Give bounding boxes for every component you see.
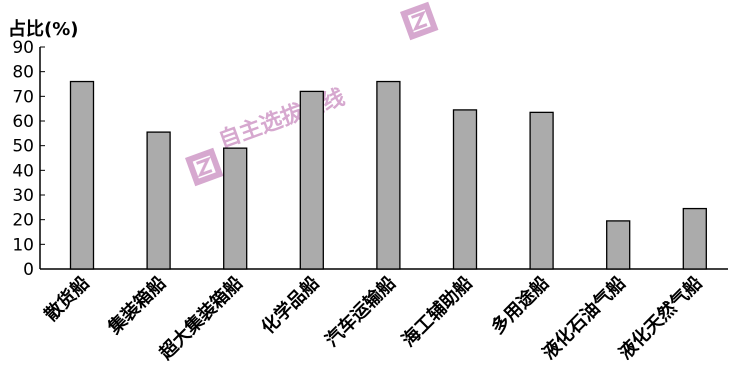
x-category-label: 散货船 [40,272,94,326]
bar-4 [299,90,324,270]
x-category-label: 海工辅助船 [397,272,476,351]
y-tick-label: 10 [12,235,34,255]
x-category-label: 集装箱船 [103,272,170,339]
watermark-text: 自主选拔在线 [215,84,348,154]
x-category-label: 化学品船 [257,272,323,338]
bar-2 [146,131,171,270]
x-category-label: 汽车运输船 [321,272,400,351]
y-tick-label: 0 [23,260,34,280]
y-tick-label: 50 [12,137,34,157]
bar-1 [69,80,95,270]
bar-3 [223,147,248,270]
y-axis-title: 占比(%) [8,18,79,40]
bar-8 [606,220,631,270]
bars-group [69,80,707,270]
y-tick-label: 70 [12,87,34,107]
x-category-label: 超大集装箱船 [155,272,247,364]
y-tick-label: 40 [12,161,34,181]
bar-6 [452,109,478,270]
y-tick-label: 90 [12,38,34,58]
watermark-logo-icon [400,1,439,41]
y-tick-label: 30 [12,186,34,206]
x-category-label: 液化天然气船 [614,272,706,364]
y-tick-label: 60 [12,112,34,132]
y-tick-label: 80 [12,63,34,83]
x-category-label: 多用途船 [487,272,553,338]
bar-7 [529,111,554,270]
bar-9 [682,207,707,270]
watermark-logo-icon [185,147,224,187]
y-axis-ticks: 0 10 20 30 40 50 60 70 80 90 [12,38,45,280]
y-tick-label: 20 [12,211,34,231]
bar-5 [376,80,401,270]
